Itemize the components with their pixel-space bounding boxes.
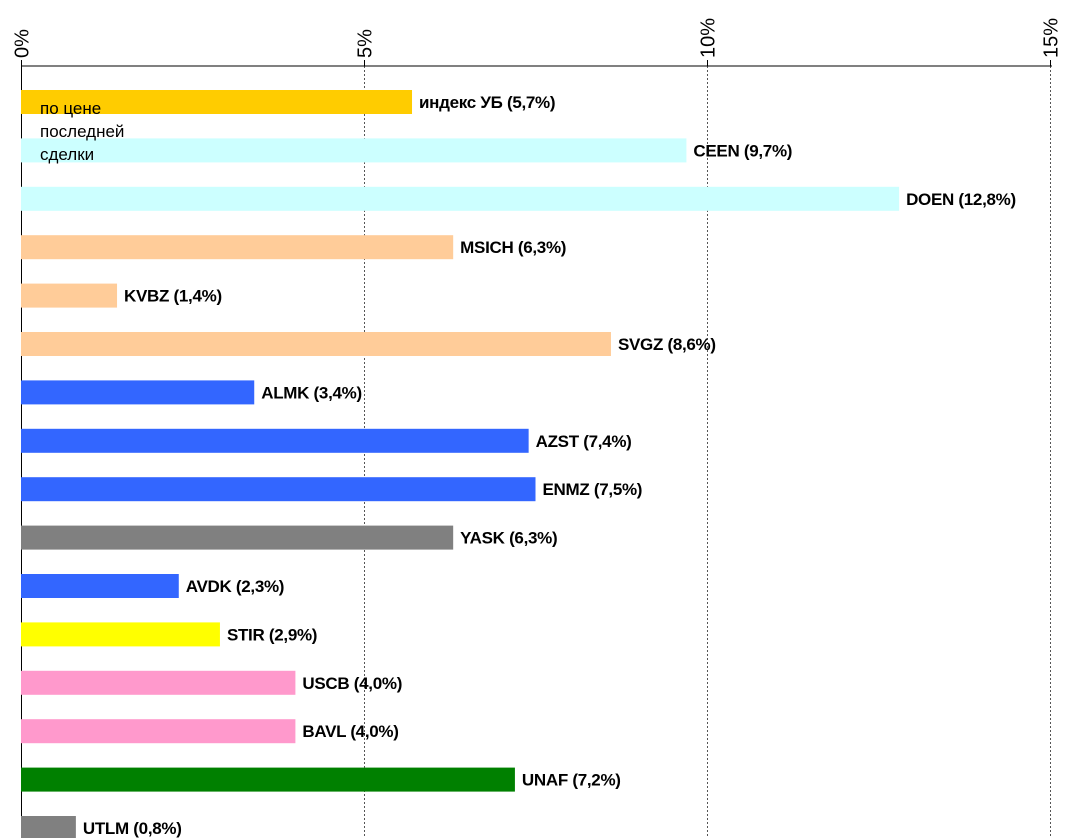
tick-label: 5% (355, 29, 377, 58)
data-label: UTLM (0,8%) (83, 819, 182, 838)
data-label: SVGZ (8,6%) (618, 335, 716, 354)
bar (21, 816, 76, 838)
bar (21, 574, 179, 598)
bar (21, 380, 255, 405)
bar (21, 477, 536, 502)
bar (21, 138, 687, 163)
data-label: AVDK (2,3%) (186, 577, 284, 596)
bar (21, 719, 296, 744)
data-label: USCB (4,0%) (302, 674, 402, 693)
price-note-line: последней (40, 122, 125, 141)
price-note: по цене последней сделки (40, 97, 200, 166)
data-label: MSICH (6,3%) (460, 238, 566, 257)
price-note-line: по цене (40, 99, 102, 118)
data-label: UNAF (7,2%) (522, 771, 621, 790)
data-label: KVBZ (1,4%) (124, 287, 222, 306)
data-label: ENMZ (7,5%) (543, 480, 643, 499)
data-label: CEEN (9,7%) (693, 141, 792, 160)
bar (21, 622, 220, 647)
data-label: STIR (2,9%) (227, 625, 317, 644)
bar (21, 332, 611, 356)
bar (21, 283, 118, 308)
price-note-line: сделки (40, 145, 95, 164)
bar (21, 235, 454, 260)
bar (21, 428, 529, 453)
bar (21, 186, 900, 211)
data-label: AZST (7,4%) (536, 432, 632, 451)
data-label: индекс УБ (5,7%) (419, 93, 555, 112)
tick-label: 10% (698, 18, 720, 58)
bar (21, 670, 296, 695)
data-label: DOEN (12,8%) (906, 190, 1016, 209)
data-label: BAVL (4,0%) (302, 722, 398, 741)
tick-label: 15% (1041, 18, 1063, 58)
bar (21, 90, 413, 114)
data-labels: индекс УБ (5,7%) CEEN (9,7%) DOEN (12,8%) M… (83, 93, 1016, 838)
tick-label: 0% (12, 29, 34, 58)
bar (21, 525, 454, 550)
bar (21, 767, 515, 792)
bar-series (21, 90, 900, 838)
data-label: ALMK (3,4%) (261, 383, 362, 402)
data-label: YASK (6,3%) (460, 529, 557, 548)
